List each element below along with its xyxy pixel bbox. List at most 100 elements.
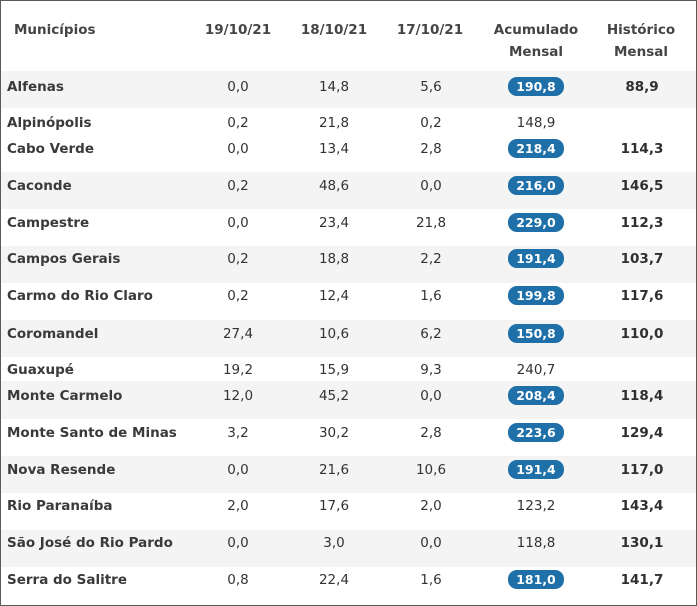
table-row: Cabo Verde 0,0 13,4 2,8 218,4 114,3 xyxy=(1,135,696,172)
header-historico: Histórico Mensal xyxy=(591,19,691,63)
value-d1: 0,0 xyxy=(227,462,249,478)
value-d2: 48,6 xyxy=(318,178,350,194)
historico-value: 103,7 xyxy=(620,251,664,267)
municipio-name: Nova Resende xyxy=(7,462,116,478)
value-d1: 0,0 xyxy=(227,535,249,551)
value-d1: 3,2 xyxy=(227,425,249,441)
value-d2: 21,8 xyxy=(318,115,350,131)
acumulado-cell: 223,6 xyxy=(488,423,584,442)
historico-value: 146,5 xyxy=(620,178,664,194)
value-d1: 0,0 xyxy=(227,141,249,157)
table-header: Municípios 19/10/21 18/10/21 17/10/21 Ac… xyxy=(1,1,696,70)
value-d3: 0,2 xyxy=(420,115,442,131)
table-row: Guaxupé 19,2 15,9 9,3 240,7 xyxy=(1,357,696,381)
value-d3: 1,6 xyxy=(420,288,442,304)
acumulado-cell: 190,8 xyxy=(488,77,584,96)
municipio-name: Monte Carmelo xyxy=(7,388,123,404)
table-row: Caconde 0,2 48,6 0,0 216,0 146,5 xyxy=(1,172,696,209)
historico-value: 143,4 xyxy=(620,498,664,514)
value-d3: 6,2 xyxy=(420,326,442,342)
municipio-name: Monte Santo de Minas xyxy=(7,425,177,441)
municipio-name: Rio Paranaíba xyxy=(7,498,113,514)
table-row: Rio Paranaíba 2,0 17,6 2,0 123,2 143,4 xyxy=(1,493,696,530)
municipio-name: Caconde xyxy=(7,178,72,194)
acumulado-cell: 181,0 xyxy=(488,570,584,589)
value-d2: 23,4 xyxy=(318,215,350,231)
header-municipios: Municípios xyxy=(14,22,96,38)
value-d1: 0,2 xyxy=(227,251,249,267)
value-d3: 21,8 xyxy=(415,215,447,231)
table-row: Monte Santo de Minas 3,2 30,2 2,8 223,6 129,4 xyxy=(1,419,696,456)
value-d3: 0,0 xyxy=(420,178,442,194)
acumulado-cell: 216,0 xyxy=(488,176,584,195)
value-d2: 17,6 xyxy=(318,498,350,514)
value-d1: 12,0 xyxy=(222,388,254,404)
municipio-name: Serra do Salitre xyxy=(7,572,127,588)
acumulado-badge: 191,4 xyxy=(508,249,564,268)
acumulado-cell: 148,9 xyxy=(488,114,584,132)
acumulado-cell: 123,2 xyxy=(488,497,584,515)
historico-value: 112,3 xyxy=(620,215,664,231)
value-d2: 21,6 xyxy=(318,462,350,478)
acumulado-badge: 218,4 xyxy=(508,139,564,158)
acumulado-cell: 218,4 xyxy=(488,139,584,158)
acumulado-cell: 191,4 xyxy=(488,460,584,479)
acumulado-badge: 229,0 xyxy=(508,213,564,232)
table-row: Campos Gerais 0,2 18,8 2,2 191,4 103,7 xyxy=(1,246,696,283)
acumulado-value: 118,8 xyxy=(516,535,556,551)
value-d3: 10,6 xyxy=(415,462,447,478)
value-d3: 2,0 xyxy=(420,498,442,514)
value-d2: 22,4 xyxy=(318,572,350,588)
acumulado-cell: 150,8 xyxy=(488,324,584,343)
value-d3: 0,0 xyxy=(420,388,442,404)
acumulado-badge: 190,8 xyxy=(508,77,564,96)
value-d1: 19,2 xyxy=(222,362,254,378)
table-row: São José do Rio Pardo 0,0 3,0 0,0 118,8 130,1 xyxy=(1,530,696,567)
header-acumulado-line2: Mensal xyxy=(509,44,563,60)
table-row: Nova Resende 0,0 21,6 10,6 191,4 117,0 xyxy=(1,456,696,493)
value-d3: 2,8 xyxy=(420,141,442,157)
value-d1: 0,8 xyxy=(227,572,249,588)
header-acumulado: Acumulado Mensal xyxy=(488,19,584,63)
value-d2: 13,4 xyxy=(318,141,350,157)
header-date-3: 17/10/21 xyxy=(396,22,464,38)
value-d2: 30,2 xyxy=(318,425,350,441)
historico-value: 141,7 xyxy=(620,572,664,588)
header-date-2: 18/10/21 xyxy=(300,22,368,38)
acumulado-cell: 208,4 xyxy=(488,386,584,405)
municipio-name: Guaxupé xyxy=(7,362,74,378)
acumulado-cell: 118,8 xyxy=(488,534,584,552)
acumulado-value: 148,9 xyxy=(516,115,556,131)
table-row: Monte Carmelo 12,0 45,2 0,0 208,4 118,4 xyxy=(1,381,696,419)
value-d1: 0,2 xyxy=(227,288,249,304)
value-d3: 5,6 xyxy=(420,79,442,95)
historico-value: 118,4 xyxy=(620,388,664,404)
historico-value: 130,1 xyxy=(620,535,664,551)
acumulado-value: 123,2 xyxy=(516,498,556,514)
municipio-name: Alfenas xyxy=(7,79,64,95)
historico-value: 117,0 xyxy=(620,462,664,478)
table-row: Alfenas 0,0 14,8 5,6 190,8 88,9 xyxy=(1,71,696,108)
municipio-name: São José do Rio Pardo xyxy=(7,535,173,551)
value-d1: 0,0 xyxy=(227,215,249,231)
historico-value: 88,9 xyxy=(625,79,659,95)
table-row: Alpinópolis 0,2 21,8 0,2 148,9 xyxy=(1,108,696,135)
value-d3: 2,2 xyxy=(420,251,442,267)
historico-value: 129,4 xyxy=(620,425,664,441)
acumulado-cell: 199,8 xyxy=(488,286,584,305)
value-d3: 2,8 xyxy=(420,425,442,441)
municipio-name: Campos Gerais xyxy=(7,251,121,267)
value-d1: 2,0 xyxy=(227,498,249,514)
value-d2: 45,2 xyxy=(318,388,350,404)
acumulado-badge: 181,0 xyxy=(508,570,564,589)
header-historico-line2: Mensal xyxy=(614,44,668,60)
value-d3: 9,3 xyxy=(420,362,442,378)
value-d1: 0,2 xyxy=(227,178,249,194)
value-d2: 14,8 xyxy=(318,79,350,95)
header-date-1: 19/10/21 xyxy=(204,22,272,38)
acumulado-value: 240,7 xyxy=(516,362,556,378)
value-d2: 10,6 xyxy=(318,326,350,342)
value-d2: 18,8 xyxy=(318,251,350,267)
value-d1: 27,4 xyxy=(222,326,254,342)
acumulado-cell: 229,0 xyxy=(488,213,584,232)
